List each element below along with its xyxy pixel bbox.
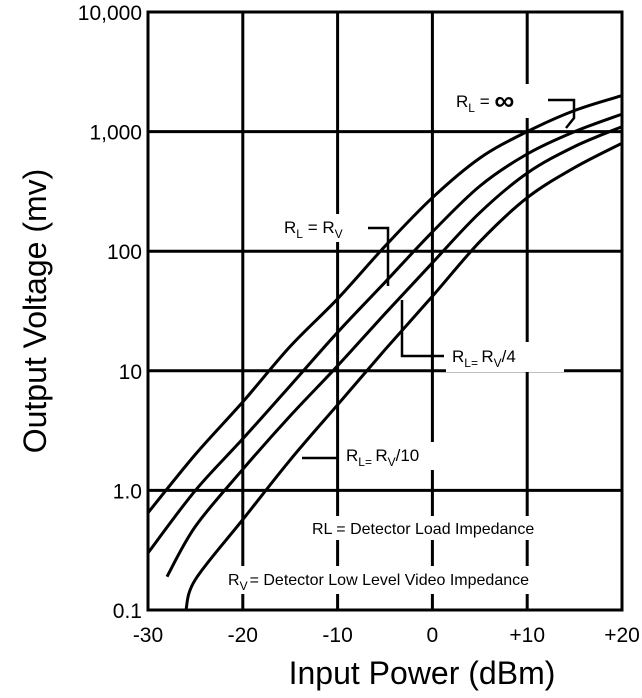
x-tick-label: -30 — [133, 624, 163, 647]
infinity-symbol: ∞ — [494, 85, 514, 116]
y-tick-label: 0.1 — [113, 600, 142, 623]
annotation-rl-rv4: RL= RV/4 — [452, 347, 516, 370]
x-tick-label: +10 — [509, 624, 545, 647]
curves — [146, 94, 623, 611]
y-tick-label: 10 — [119, 361, 142, 384]
series-line — [184, 141, 623, 611]
annotation-leader — [368, 226, 390, 286]
annotation-rl-rv10-bg — [340, 442, 452, 470]
x-tick-labels: -30 -20 -10 0 +10 +20 — [133, 624, 640, 647]
x-axis-label: Input Power (dBm) — [289, 655, 556, 691]
plot-frame — [146, 10, 624, 612]
x-tick-label: +20 — [604, 624, 640, 647]
series-line — [165, 125, 623, 578]
annotation-rl-rv-bg — [278, 214, 368, 242]
x-tick-label: 0 — [427, 624, 439, 647]
note-rv: RV = Detector Low Level Video Impedance — [228, 572, 529, 593]
x-tick-label: -20 — [228, 624, 258, 647]
annotation-leader — [548, 98, 576, 129]
y-tick-label: 100 — [107, 241, 142, 264]
note-rl-bg — [306, 516, 608, 540]
annotation-rl-rv10: RL= RV/10 — [346, 446, 419, 469]
x-tick-label: -10 — [322, 624, 352, 647]
note-rl: RL = Detector Load Impedance — [312, 521, 534, 538]
annotation-rl-rv: RL = RV — [284, 218, 343, 241]
note-rv-bg — [222, 566, 618, 594]
series-line — [146, 112, 623, 554]
annotation-rl-inf-bg — [450, 84, 546, 118]
annotation-leader — [400, 300, 444, 358]
annotation-rl-rv4-bg — [446, 342, 564, 372]
y-tick-label: 10,000 — [78, 2, 142, 25]
annotation-rl-inf: RL = ∞ — [456, 85, 514, 116]
y-tick-label: 1,000 — [89, 122, 142, 145]
y-tick-labels: 0.1 1.0 10 100 1,000 10,000 — [78, 2, 142, 623]
y-tick-label: 1.0 — [113, 480, 142, 503]
y-axis-label: Output Voltage (mv) — [17, 169, 53, 454]
annotation-leaders — [302, 98, 576, 460]
series-line — [146, 94, 623, 514]
